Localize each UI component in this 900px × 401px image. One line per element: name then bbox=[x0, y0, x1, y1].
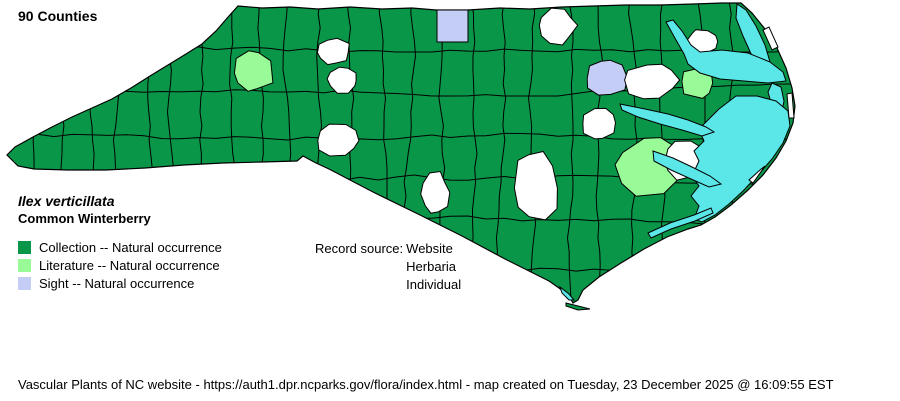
legend-label: Sight -- Natural occurrence bbox=[39, 275, 195, 291]
record-source: Record source: Website Herbaria Individu… bbox=[315, 240, 461, 294]
legend-label: Literature -- Natural occurrence bbox=[39, 257, 220, 273]
sight-swatch bbox=[18, 276, 31, 290]
species-scientific-name: Ilex verticillata bbox=[18, 193, 115, 209]
legend-item-literature: Literature -- Natural occurrence bbox=[18, 256, 222, 274]
record-source-value: Herbaria bbox=[406, 259, 457, 274]
county-not_recorded bbox=[326, 66, 357, 94]
county-literature bbox=[233, 50, 274, 92]
record-source-value: Individual bbox=[406, 277, 462, 292]
legend-label: Collection -- Natural occurrence bbox=[39, 239, 222, 255]
nc-map-svg bbox=[6, 2, 796, 311]
south-tip-islands bbox=[565, 302, 591, 311]
species-block: Ilex verticillata Common Winterberry bbox=[18, 193, 151, 226]
county-not_recorded bbox=[420, 170, 451, 214]
legend-item-sight: Sight -- Natural occurrence bbox=[18, 274, 222, 292]
legend-item-collection: Collection -- Natural occurrence bbox=[18, 238, 222, 256]
outer-banks-not-recorded bbox=[748, 26, 795, 184]
legend: Collection -- Natural occurrence Literat… bbox=[18, 238, 222, 292]
county-not_recorded bbox=[624, 63, 681, 100]
county-sight bbox=[436, 9, 469, 43]
species-common-name: Common Winterberry bbox=[18, 211, 151, 226]
record-source-values: Website Herbaria Individual bbox=[406, 240, 461, 294]
county-not_recorded bbox=[317, 123, 360, 157]
county-literature bbox=[614, 137, 684, 197]
county-not_recorded bbox=[316, 37, 350, 66]
collection-swatch bbox=[18, 240, 31, 254]
literature-swatch bbox=[18, 258, 31, 272]
footer-credit: Vascular Plants of NC website - https://… bbox=[18, 377, 834, 392]
county-not_recorded bbox=[513, 150, 558, 221]
county-not_recorded bbox=[582, 107, 617, 140]
county-sight bbox=[586, 59, 628, 96]
county-not_recorded bbox=[538, 7, 579, 46]
county-count-title: 90 Counties bbox=[18, 8, 98, 24]
record-source-value: Website bbox=[406, 241, 453, 256]
record-source-label: Record source: bbox=[315, 241, 404, 256]
sounds-water bbox=[559, 3, 791, 301]
nc-county-map bbox=[6, 2, 796, 311]
